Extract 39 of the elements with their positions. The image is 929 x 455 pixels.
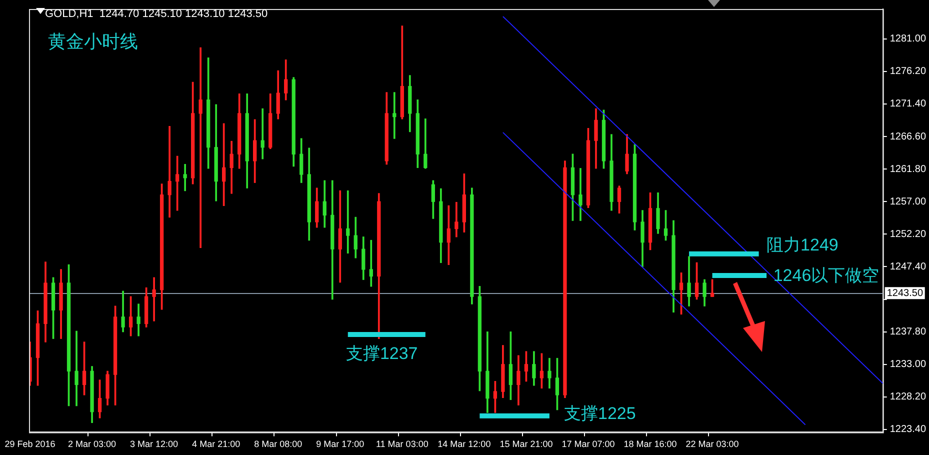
x-tick-label: 17 Mar 07:00 bbox=[562, 439, 615, 450]
annotation: 1246以下做空 bbox=[773, 266, 880, 286]
candlestick bbox=[152, 277, 156, 322]
y-tick-label: 1237.80 bbox=[890, 326, 926, 338]
annotation: 支撑1237 bbox=[346, 344, 418, 363]
y-tick-label: 1223.40 bbox=[890, 424, 926, 436]
annotation: 阻力1249 bbox=[766, 235, 838, 254]
x-tick-label: 29 Feb 2016 bbox=[4, 439, 56, 450]
y-tick-label: 1266.60 bbox=[890, 131, 926, 142]
candlestick bbox=[198, 47, 202, 248]
y-tick-label: 1281.00 bbox=[890, 34, 926, 45]
ref-line-label: 1243.50 bbox=[886, 288, 924, 299]
x-tick-label: 8 Mar 08:00 bbox=[254, 439, 302, 450]
y-tick-label: 1252.20 bbox=[890, 228, 926, 240]
y-tick-label: 1276.20 bbox=[890, 66, 926, 78]
candlestick bbox=[369, 240, 373, 287]
chart-title: GOLD,H1 1244.70 1245.10 1243.10 1243.50 bbox=[45, 8, 268, 20]
candlestick bbox=[346, 190, 350, 254]
x-tick-label: 22 Mar 03:00 bbox=[686, 439, 739, 450]
x-tick-label: 3 Mar 12:00 bbox=[130, 439, 178, 450]
x-tick-label: 15 Mar 21:00 bbox=[500, 439, 553, 450]
candlestick bbox=[183, 164, 187, 192]
x-tick-label: 2 Mar 03:00 bbox=[68, 439, 116, 450]
annotation: 支撑1225 bbox=[564, 404, 636, 424]
y-tick-label: 1257.00 bbox=[890, 196, 926, 208]
annotation: 黄金小时线 bbox=[48, 32, 138, 52]
y-tick-label: 1228.20 bbox=[890, 392, 926, 403]
x-tick-label: 18 Mar 16:00 bbox=[624, 439, 677, 450]
candlestick bbox=[260, 108, 264, 160]
y-tick-label: 1261.80 bbox=[890, 164, 926, 175]
x-tick-label: 4 Mar 21:00 bbox=[192, 439, 240, 450]
x-tick-label: 9 Mar 17:00 bbox=[316, 439, 364, 450]
x-tick-label: 11 Mar 03:00 bbox=[376, 439, 428, 450]
y-tick-label: 1233.00 bbox=[890, 359, 926, 370]
candlestick bbox=[168, 126, 172, 218]
x-tick-label: 14 Mar 12:00 bbox=[438, 439, 491, 450]
y-tick-label: 1271.40 bbox=[890, 98, 926, 110]
candlestick bbox=[392, 92, 396, 139]
y-tick-label: 1247.40 bbox=[890, 261, 926, 272]
